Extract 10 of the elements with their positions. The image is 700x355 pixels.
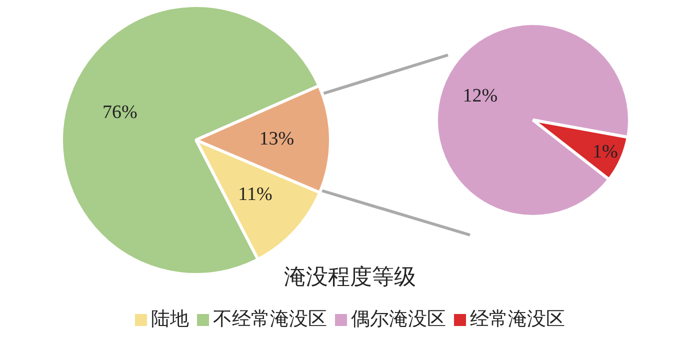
data-label: 11%	[238, 184, 272, 205]
legend-label: 不经常淹没区	[212, 307, 327, 332]
data-label: 12%	[462, 85, 498, 106]
legend-label: 陆地	[150, 307, 189, 332]
legend-label: 偶尔淹没区	[350, 307, 446, 332]
data-label: 13%	[259, 128, 294, 150]
data-label: 1%	[592, 141, 618, 162]
data-label: 76%	[102, 102, 138, 124]
legend-label: 经常淹没区	[469, 307, 565, 332]
legend-title: 淹没程度等级	[283, 264, 417, 292]
